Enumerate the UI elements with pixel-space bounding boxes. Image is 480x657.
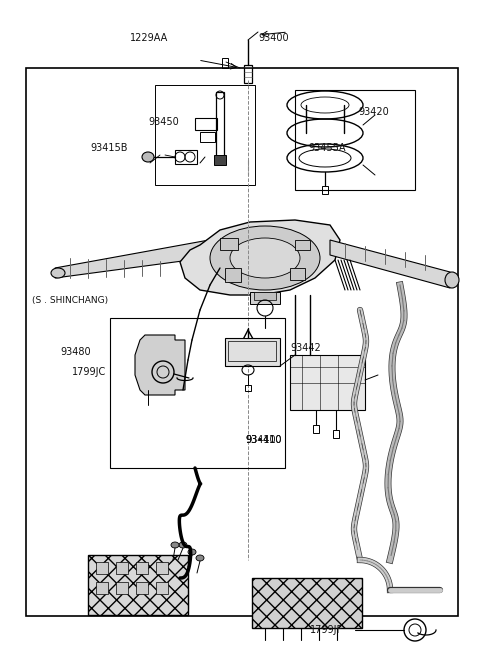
Bar	[216, 92, 224, 160]
Bar	[290, 268, 305, 280]
Text: 93400: 93400	[258, 33, 288, 43]
Text: 1799JC: 1799JC	[72, 367, 106, 377]
Text: 1229AA: 1229AA	[130, 33, 168, 43]
Text: 93415B: 93415B	[90, 143, 128, 153]
Bar	[88, 555, 188, 615]
Bar	[110, 318, 285, 468]
Ellipse shape	[179, 542, 187, 548]
Text: (S . SHINCHANG): (S . SHINCHANG)	[32, 296, 108, 304]
Ellipse shape	[142, 152, 154, 162]
Bar	[295, 240, 310, 250]
Bar	[228, 341, 276, 361]
Bar	[322, 186, 328, 194]
Polygon shape	[180, 220, 340, 295]
Bar	[225, 268, 241, 282]
Text: 93•410: 93•410	[245, 435, 281, 445]
Bar	[333, 430, 339, 438]
Bar	[155, 85, 255, 185]
Bar	[116, 582, 128, 594]
Polygon shape	[330, 240, 450, 288]
Bar	[156, 582, 168, 594]
Bar	[96, 582, 108, 594]
Text: 93410: 93410	[245, 435, 276, 445]
Bar	[245, 385, 251, 391]
Text: 93450: 93450	[148, 117, 179, 127]
Ellipse shape	[210, 226, 320, 290]
Text: 93•410: 93•410	[245, 435, 281, 445]
Bar	[26, 68, 458, 616]
Text: 93480: 93480	[60, 347, 91, 357]
Polygon shape	[55, 238, 220, 278]
Bar	[136, 562, 148, 574]
Bar	[313, 425, 319, 433]
Bar	[250, 292, 280, 304]
Text: 93420: 93420	[358, 107, 389, 117]
Bar	[175, 150, 197, 164]
Bar	[214, 155, 226, 165]
Bar	[220, 238, 238, 250]
Bar	[244, 65, 252, 83]
Bar	[136, 582, 148, 594]
Text: 93442: 93442	[290, 343, 321, 353]
Bar	[252, 578, 362, 628]
Text: 93455A: 93455A	[308, 143, 346, 153]
Bar	[290, 355, 365, 410]
Text: 1799JF: 1799JF	[310, 625, 343, 635]
Bar	[116, 562, 128, 574]
Bar	[156, 562, 168, 574]
Bar	[295, 90, 415, 190]
Polygon shape	[135, 335, 185, 395]
Bar	[200, 132, 215, 142]
Bar	[222, 58, 228, 68]
Bar	[225, 338, 280, 366]
Bar	[96, 562, 108, 574]
Ellipse shape	[230, 238, 300, 278]
Ellipse shape	[171, 542, 179, 548]
Bar	[254, 292, 276, 300]
Ellipse shape	[51, 268, 65, 278]
Ellipse shape	[188, 549, 196, 555]
Ellipse shape	[196, 555, 204, 561]
Bar	[195, 118, 217, 130]
Ellipse shape	[445, 272, 459, 288]
